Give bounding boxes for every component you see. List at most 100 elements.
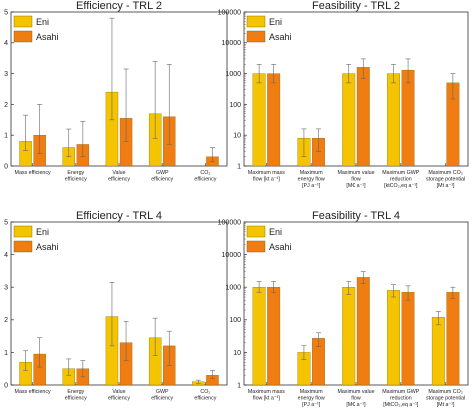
chart-title: Feasibility - TRL 4 bbox=[312, 210, 400, 222]
chart-panel-2: Feasibility - TRL 2 1 10 100 1000 10000 100000… bbox=[218, 0, 469, 189]
legend-swatch-eni bbox=[13, 15, 33, 28]
chart-panel-1: Efficiency - TRL 2 0 1 2 3 4 5 Mass efficiency E… bbox=[4, 0, 228, 183]
legend-label: Asahi bbox=[36, 32, 59, 42]
y-tick-label: 10000 bbox=[222, 40, 242, 47]
y-tick-label: 1 bbox=[4, 133, 8, 140]
legend-swatch-asahi bbox=[13, 30, 33, 43]
y-tick-label: 2 bbox=[4, 317, 8, 324]
bar-eni bbox=[431, 317, 445, 386]
category-label: Maximum CO₂ bbox=[428, 170, 462, 176]
y-tick-label: 100000 bbox=[218, 219, 241, 226]
bar-eni bbox=[252, 287, 266, 386]
legend: Eni Asahi bbox=[246, 15, 292, 43]
y-tick-label: 0 bbox=[4, 163, 8, 170]
chart-panel-3: Efficiency - TRL 4 0 1 2 3 4 5 Mass efficiency E… bbox=[4, 210, 228, 402]
category-label: [PJ a⁻¹] bbox=[302, 402, 321, 408]
category-label: CO₂ bbox=[200, 170, 210, 176]
category-label: storage potential bbox=[426, 177, 465, 183]
category-label: Mass efficiency bbox=[15, 389, 51, 395]
bar-eni bbox=[342, 287, 356, 386]
category-label: [Mt a⁻¹] bbox=[437, 183, 455, 189]
legend-swatch-eni bbox=[13, 225, 33, 238]
category-label: [ktCO₂,eq a⁻¹] bbox=[384, 183, 418, 189]
bar-eni bbox=[342, 73, 356, 167]
category-label: Maximum bbox=[300, 170, 324, 176]
y-tick-label: 1 bbox=[237, 163, 241, 170]
y-tick-label: 5 bbox=[4, 9, 8, 16]
y-tick-label: 1 bbox=[237, 382, 241, 389]
chart-title: Efficiency - TRL 4 bbox=[76, 210, 162, 222]
category-label: reduction bbox=[390, 396, 412, 402]
category-label: energy flow bbox=[298, 177, 325, 183]
y-tick-label: 5 bbox=[4, 219, 8, 226]
category-label: Maximum bbox=[300, 389, 324, 395]
legend-swatch-eni bbox=[246, 15, 266, 28]
y-tick-label: 2 bbox=[4, 102, 8, 109]
bar-asahi bbox=[356, 277, 370, 386]
y-tick-label: 100 bbox=[229, 102, 241, 109]
bar-asahi bbox=[267, 73, 281, 167]
y-tick-label: 3 bbox=[4, 285, 8, 292]
legend-swatch-asahi bbox=[13, 240, 33, 253]
y-tick-label: 1000 bbox=[225, 71, 241, 78]
category-label: reduction bbox=[390, 177, 412, 183]
y-tick-label: 4 bbox=[4, 40, 8, 47]
category-label: Maximum GWP bbox=[382, 170, 420, 176]
category-label: [MtCO₂,eq a⁻¹] bbox=[383, 402, 419, 408]
legend-label: Asahi bbox=[269, 242, 292, 252]
bar-asahi bbox=[401, 292, 415, 386]
category-label: Maximum value bbox=[337, 389, 374, 395]
category-label: Energy bbox=[67, 389, 84, 395]
category-label: flow [kt a⁻¹] bbox=[253, 177, 280, 183]
category-label: [M€ a⁻¹] bbox=[346, 402, 366, 408]
y-tick-label: 1 bbox=[4, 350, 8, 357]
bar-asahi bbox=[446, 292, 460, 386]
category-label: flow bbox=[351, 177, 361, 183]
y-tick-label: 3 bbox=[4, 71, 8, 78]
legend-swatch-asahi bbox=[246, 240, 266, 253]
category-label: flow bbox=[351, 396, 361, 402]
y-tick-label: 100 bbox=[229, 317, 241, 324]
category-label: Maximum mass bbox=[248, 389, 285, 395]
y-tick-label: 10 bbox=[233, 350, 241, 357]
category-label: efficiency bbox=[151, 177, 173, 183]
category-label: Mass efficiency bbox=[15, 170, 51, 176]
category-label: storage potential bbox=[426, 396, 465, 402]
category-label: [M€ a⁻¹] bbox=[346, 183, 366, 189]
legend-label: Eni bbox=[269, 17, 282, 27]
y-tick-label: 4 bbox=[4, 252, 8, 259]
y-tick-label: 1000 bbox=[225, 285, 241, 292]
category-label: efficiency bbox=[194, 396, 216, 402]
category-label: efficiency bbox=[65, 177, 87, 183]
legend: Eni Asahi bbox=[13, 15, 59, 43]
bar-asahi bbox=[356, 67, 370, 167]
category-label: flow [kt a⁻¹] bbox=[253, 396, 280, 402]
category-label: Maximum CO₂ bbox=[428, 389, 462, 395]
category-label: efficiency bbox=[194, 177, 216, 183]
legend: Eni Asahi bbox=[246, 225, 292, 253]
chart-panel-4: Feasibility - TRL 4 1 10 100 1000 10000 100000… bbox=[218, 210, 469, 408]
legend-label: Asahi bbox=[36, 242, 59, 252]
legend: Eni Asahi bbox=[13, 225, 59, 253]
bar-eni bbox=[387, 73, 400, 167]
y-tick-label: 100000 bbox=[218, 9, 241, 16]
category-label: GWP bbox=[156, 170, 169, 176]
chart-title: Efficiency - TRL 2 bbox=[76, 0, 162, 12]
category-label: Maximum mass bbox=[248, 170, 285, 176]
category-label: [PJ a⁻¹] bbox=[302, 183, 321, 189]
category-label: Maximum GWP bbox=[382, 389, 420, 395]
bar-eni bbox=[387, 290, 400, 386]
bar-eni bbox=[252, 73, 266, 167]
category-label: energy flow bbox=[298, 396, 325, 402]
category-label: GWP bbox=[156, 389, 169, 395]
category-label: efficiency bbox=[151, 396, 173, 402]
category-label: Value bbox=[112, 170, 125, 176]
category-label: Energy bbox=[67, 170, 84, 176]
bar-asahi bbox=[401, 69, 415, 167]
category-label: Value bbox=[112, 389, 125, 395]
category-label: [Mt a⁻¹] bbox=[437, 402, 455, 408]
y-tick-label: 10 bbox=[233, 133, 241, 140]
category-label: efficiency bbox=[65, 396, 87, 402]
legend-swatch-eni bbox=[246, 225, 266, 238]
category-label: efficiency bbox=[108, 396, 130, 402]
